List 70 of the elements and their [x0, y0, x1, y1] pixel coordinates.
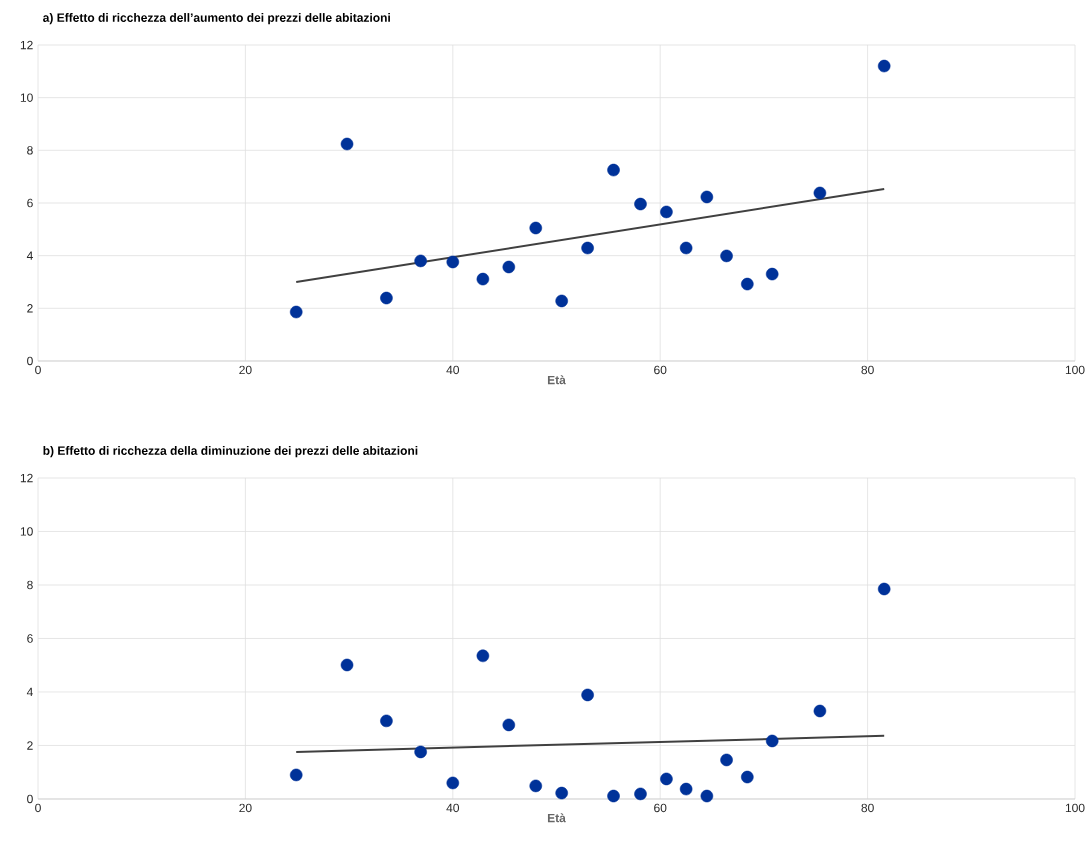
- point: [741, 277, 754, 291]
- point: [340, 658, 354, 672]
- y-tick-label: 0: [27, 794, 33, 804]
- point: [414, 745, 427, 759]
- point: [679, 782, 693, 796]
- point: [741, 770, 754, 784]
- point: [581, 688, 594, 702]
- x-tick-label: 20: [239, 365, 252, 375]
- point: [289, 768, 303, 782]
- point: [555, 294, 568, 308]
- x-tick-label: 0: [35, 365, 41, 375]
- point: [446, 255, 460, 269]
- point: [700, 190, 714, 204]
- point: [502, 260, 516, 274]
- point: [877, 582, 891, 596]
- point: [529, 779, 543, 793]
- point: [340, 137, 354, 151]
- point: [813, 186, 827, 200]
- point: [380, 291, 393, 305]
- point: [607, 789, 620, 803]
- x-tick-label: 60: [654, 365, 667, 375]
- x-tick-label: 80: [861, 803, 874, 813]
- point: [660, 205, 673, 219]
- point: [813, 704, 827, 718]
- point: [679, 241, 693, 255]
- point: [607, 163, 620, 177]
- point: [529, 221, 543, 235]
- point: [289, 305, 303, 319]
- y-tick-label: 10: [20, 527, 33, 536]
- x-tick-label: 100: [1065, 365, 1085, 375]
- point: [634, 787, 647, 801]
- x-axis-title: Età: [547, 813, 566, 823]
- y-tick-label: 2: [27, 304, 33, 313]
- y-tick-label: 2: [27, 741, 33, 750]
- y-tick-label: 4: [26, 251, 33, 260]
- point: [380, 714, 393, 728]
- y-tick-label: 6: [27, 198, 33, 208]
- point: [476, 649, 490, 663]
- x-tick-label: 40: [446, 365, 460, 375]
- point: [765, 267, 779, 281]
- y-tick-label: 6: [27, 634, 33, 643]
- point: [720, 753, 733, 767]
- y-tick-label: 0: [27, 356, 33, 366]
- y-tick-label: 4: [26, 687, 33, 697]
- y-tick-label: 12: [20, 40, 33, 50]
- x-tick-label: 100: [1065, 803, 1085, 813]
- point: [877, 59, 891, 73]
- x-tick-label: 20: [239, 803, 252, 813]
- point: [765, 734, 779, 748]
- chart-title: a) Effetto di ricchezza dell’aumento dei prezzi delle abitazioni: [43, 13, 390, 25]
- point: [720, 249, 733, 263]
- y-tick-label: 12: [20, 473, 33, 483]
- chart-title: b) Effetto di ricchezza della diminuzione dei prezzi delle abitazioni: [43, 446, 418, 458]
- x-axis-title: Età: [547, 375, 566, 385]
- point: [446, 776, 460, 790]
- point: [634, 197, 647, 211]
- point: [581, 241, 594, 255]
- point: [700, 789, 714, 803]
- x-tick-label: 80: [861, 365, 874, 375]
- point: [476, 272, 490, 286]
- x-tick-label: 0: [35, 803, 41, 813]
- point: [555, 786, 568, 800]
- y-tick-label: 8: [27, 580, 33, 590]
- x-tick-label: 60: [654, 803, 667, 813]
- y-tick-label: 8: [27, 146, 33, 155]
- x-tick-label: 40: [446, 803, 460, 813]
- point: [660, 772, 673, 786]
- point: [502, 718, 516, 732]
- y-tick-label: 10: [20, 93, 33, 102]
- point: [414, 254, 427, 268]
